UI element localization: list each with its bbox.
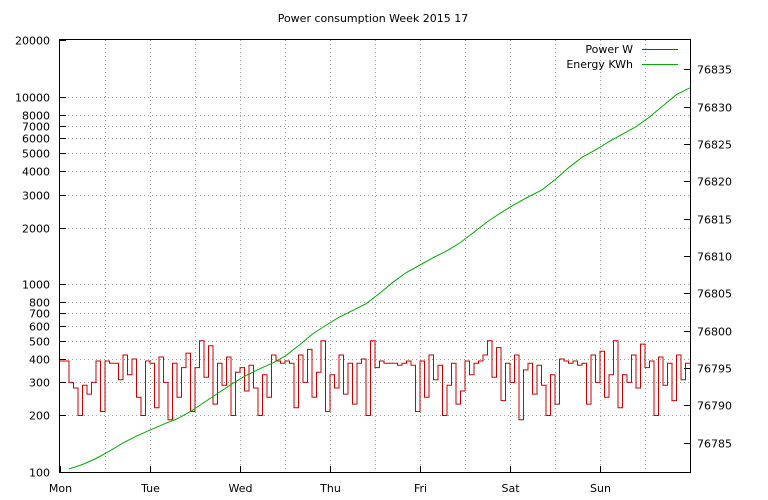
- series-layer: [60, 87, 691, 470]
- right-tick-label: 76830: [697, 102, 732, 115]
- x-tick-label: Fri: [414, 482, 427, 495]
- right-tick-label: 76800: [697, 326, 732, 339]
- chart-title: Power consumption Week 2015 17: [278, 12, 469, 25]
- left-tick-label: 600: [29, 321, 50, 334]
- right-tick-label: 76810: [697, 251, 732, 264]
- right-tick-label: 76805: [697, 288, 732, 301]
- x-axis-days: Mon Tue Wed Thu Fri Sat Sun: [49, 466, 611, 495]
- right-tick-label: 76835: [697, 64, 732, 77]
- x-tick-label: Sat: [501, 482, 520, 495]
- x-tick-label: Wed: [229, 482, 253, 495]
- left-tick-label: 5000: [22, 148, 50, 161]
- left-tick-label: 10000: [15, 92, 50, 105]
- left-tick-label: 20000: [15, 35, 50, 48]
- right-tick-label: 76785: [697, 438, 732, 451]
- left-tick-label: 6000: [22, 133, 50, 146]
- plot-frame: [59, 39, 691, 473]
- left-tick-label: 4000: [22, 166, 50, 179]
- series-line-power: [60, 340, 690, 421]
- x-tick-label: Mon: [49, 482, 72, 495]
- left-tick-label: 8000: [22, 110, 50, 123]
- left-tick-label: 200: [29, 410, 50, 423]
- right-tick-label: 76790: [697, 400, 732, 413]
- x-tick-label: Sun: [590, 482, 611, 495]
- left-tick-label: 700: [29, 308, 50, 321]
- left-tick-label: 3000: [22, 190, 50, 203]
- left-tick-label: 1000: [22, 279, 50, 292]
- series-line-energy: [68, 87, 691, 470]
- right-tick-label: 76815: [697, 214, 732, 227]
- left-tick-label: 100: [29, 467, 50, 480]
- left-tick-label: 500: [29, 336, 50, 349]
- right-tick-label: 76795: [697, 363, 732, 376]
- left-tick-label: 400: [29, 354, 50, 367]
- x-tick-label: Thu: [319, 482, 341, 495]
- left-tick-label: 2000: [22, 223, 50, 236]
- right-tick-label: 76825: [697, 139, 732, 152]
- left-tick-label: 800: [29, 297, 50, 310]
- x-tick-label: Tue: [140, 482, 160, 495]
- left-tick-label: 7000: [22, 121, 50, 134]
- right-axis-energy: 76785 76790 76795 76800 76805 76810 76815 76820…: [684, 64, 732, 451]
- left-tick-label: 300: [29, 377, 50, 390]
- right-tick-label: 76820: [697, 176, 732, 189]
- legend-label: Energy KWh: [566, 58, 633, 71]
- legend: Power W Energy KWh: [566, 43, 678, 71]
- legend-label: Power W: [585, 43, 633, 56]
